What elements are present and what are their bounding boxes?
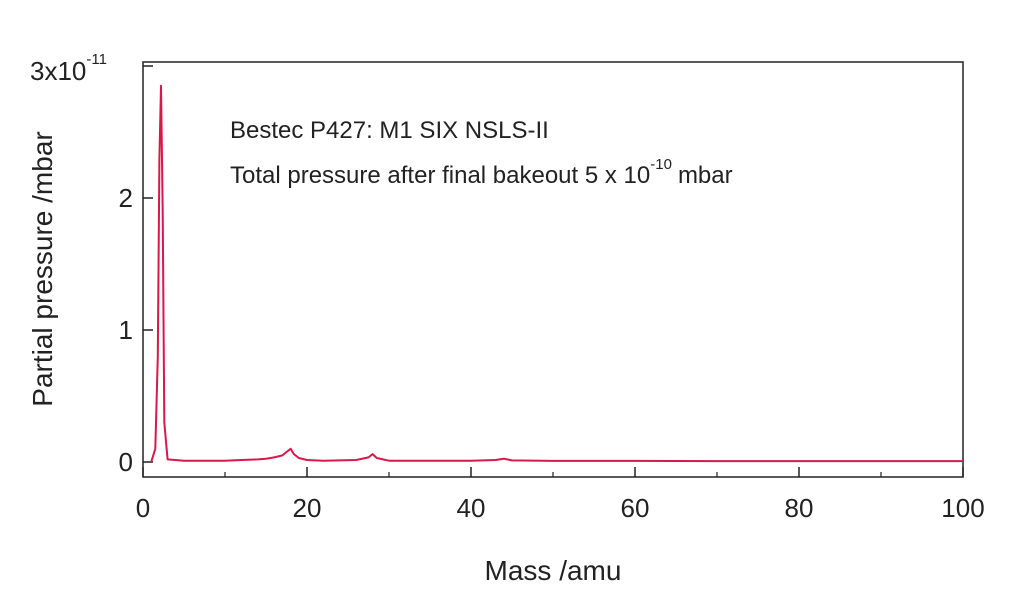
annotation-line-2: Total pressure after final bakeout 5 x 1… <box>230 156 733 189</box>
series-group <box>150 84 963 463</box>
x-axis-title: Mass /amu <box>485 555 622 586</box>
x-tick-label: 20 <box>293 493 322 523</box>
y-tick-label: 0 <box>119 447 133 477</box>
x-tick-label: 60 <box>621 493 650 523</box>
series-line <box>150 84 963 463</box>
x-tick-label: 100 <box>941 493 984 523</box>
x-tick-label: 40 <box>457 493 486 523</box>
annotation-line-1: Bestec P427: M1 SIX NSLS-II <box>230 117 549 144</box>
x-tick-label: 80 <box>785 493 814 523</box>
x-tick-label: 0 <box>136 493 150 523</box>
y-tick-label: 2 <box>119 183 133 213</box>
y-ticks: 0 1 2 <box>119 65 153 477</box>
x-ticks: 0 20 40 60 80 100 <box>136 467 985 523</box>
y-tick-label: 1 <box>119 315 133 345</box>
y-axis-title: Partial pressure /mbar <box>27 131 58 406</box>
y-multiplier-label: 3x10-11 <box>30 51 107 86</box>
